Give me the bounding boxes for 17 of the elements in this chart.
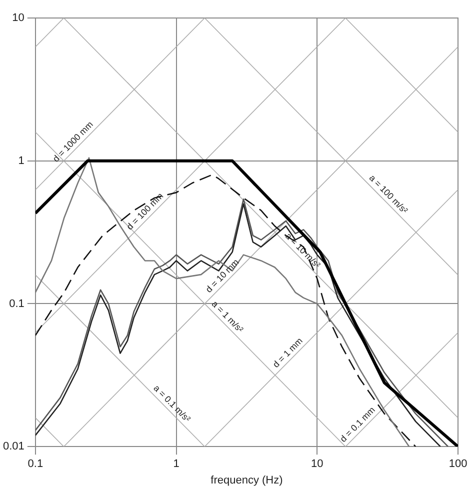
annotation: d = 100 mm: [124, 190, 166, 232]
x-tick-label: 100: [448, 458, 468, 470]
y-tick-label: 10: [12, 12, 24, 24]
annotation: a = 0.1 m/s²: [152, 382, 192, 424]
x-axis-title: frequency (Hz): [210, 474, 283, 486]
x-tick-label: 0.1: [28, 458, 44, 470]
x-tick-label: 1: [173, 458, 180, 470]
y-tick-label: 0.01: [2, 440, 24, 453]
annotation: d = 1 mm: [270, 336, 304, 370]
annotation: d = 0.1 mm: [338, 404, 377, 444]
annotation: a = 100 m/s²: [367, 172, 410, 216]
y-tick-label: 0.1: [9, 298, 24, 310]
annotation: a = 10 m/s²: [283, 230, 322, 270]
y-tick-label: 1: [18, 154, 24, 167]
x-tick-label: 10: [311, 458, 324, 470]
annotation: a = 1 m/s²: [210, 298, 246, 335]
annotation: d = 10 mm: [204, 257, 241, 294]
